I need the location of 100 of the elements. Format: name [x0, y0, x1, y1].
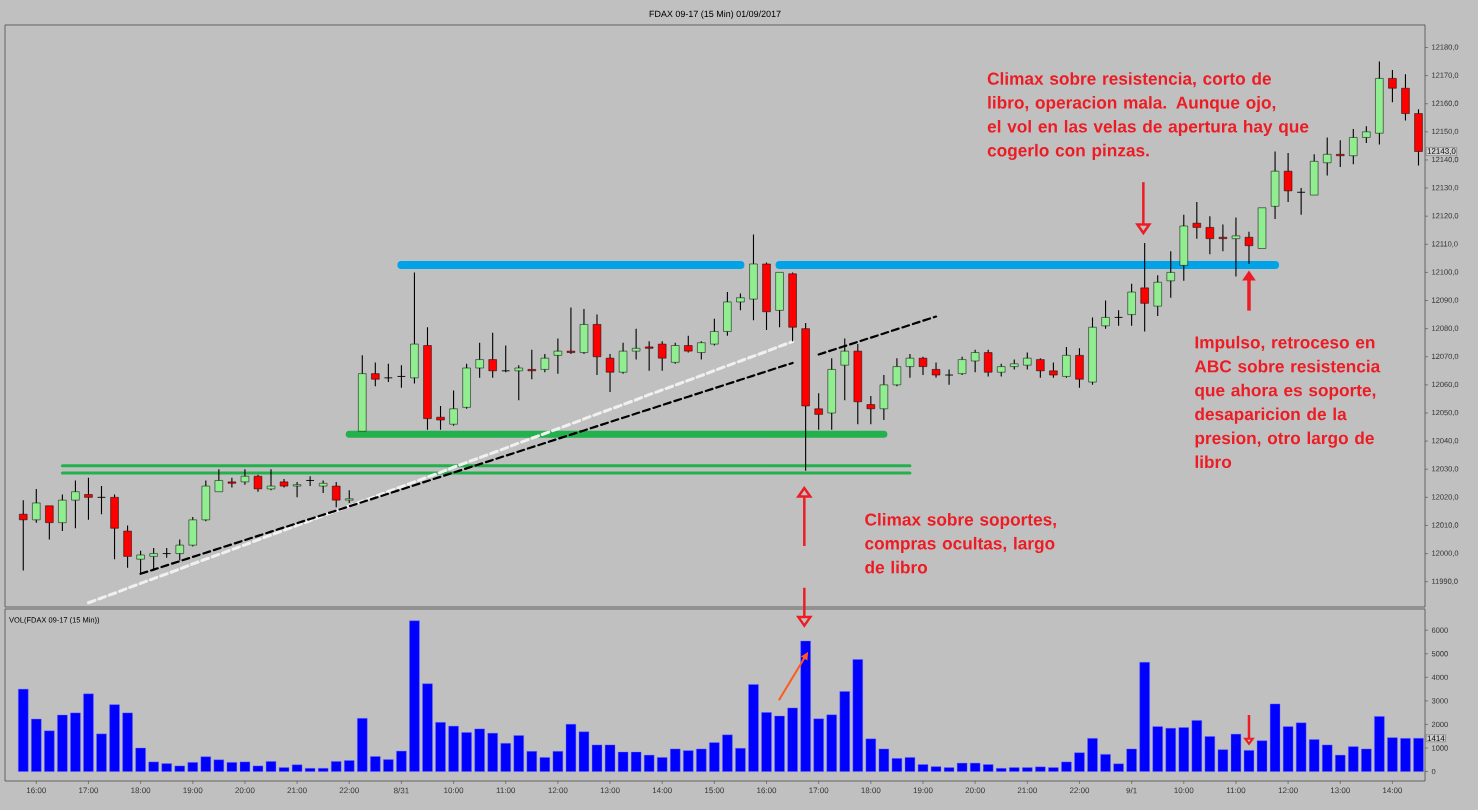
bar [1087, 738, 1098, 772]
bar [683, 750, 694, 772]
candlestick [879, 374, 889, 421]
bar [657, 757, 668, 772]
bar [122, 712, 133, 772]
bar [722, 734, 733, 772]
bar [735, 748, 746, 772]
bar [161, 763, 172, 772]
bar [370, 756, 381, 772]
bar [774, 715, 785, 772]
bar [1191, 720, 1202, 772]
candlestick [853, 343, 862, 425]
bar [1361, 748, 1372, 772]
bar [1413, 738, 1424, 772]
candlestick [1362, 125, 1371, 144]
bar [1165, 728, 1176, 772]
candlestick [1257, 207, 1267, 249]
bar [852, 659, 863, 772]
candlestick [1388, 69, 1397, 103]
candlestick [710, 318, 719, 345]
candlestick [1283, 152, 1293, 203]
candlestick [1140, 242, 1149, 332]
candlestick [488, 332, 497, 379]
candlestick [1101, 299, 1110, 330]
bar [448, 725, 459, 772]
candlestick [410, 271, 419, 385]
candlestick [1075, 347, 1084, 389]
annotation: Climax sobre resistencia, corto de libro, operacion mala. Aunque ojo, el vol en las velas de apertura hay que cogerlo con pinzas. [987, 72, 1309, 161]
candlestick [1375, 60, 1384, 146]
candlestick [749, 233, 758, 321]
bar [422, 683, 433, 772]
bar [57, 714, 68, 772]
candlestick [1401, 73, 1410, 122]
candlestick [266, 468, 276, 490]
bar [630, 751, 642, 772]
candlestick [19, 499, 28, 571]
bar [748, 684, 759, 772]
bar [344, 760, 355, 772]
candlestick [1231, 217, 1241, 278]
bar [1035, 766, 1046, 772]
bar [1178, 727, 1189, 772]
candlestick [723, 291, 732, 337]
candlestick [279, 478, 289, 487]
candlestick [436, 405, 445, 431]
candlestick [1127, 283, 1136, 327]
candlestick [332, 481, 341, 508]
bar [318, 768, 329, 772]
bar [109, 704, 120, 772]
bar [1335, 754, 1346, 772]
bar [383, 759, 394, 772]
bar [213, 759, 224, 772]
candlestick [1205, 215, 1215, 255]
bar [526, 751, 537, 772]
annotation: Climax sobre soportes, compras ocultas, largo de libro [865, 513, 1056, 574]
bar [552, 751, 564, 772]
candlestick [1088, 316, 1097, 386]
candlestick [384, 363, 393, 383]
candlestick [618, 342, 628, 373]
bar [983, 764, 994, 772]
bar [1009, 767, 1020, 772]
bar [539, 757, 550, 772]
bar [135, 747, 146, 772]
bar [357, 718, 368, 772]
candlestick [292, 481, 302, 498]
bar [70, 712, 81, 772]
bar [644, 754, 655, 772]
bar [839, 691, 850, 772]
candlestick [319, 479, 328, 494]
annotation: Impulso, retroceso en ABC sobre resistencia que ahora es soporte, desaparicion de la presion, otro largo de libro [1194, 335, 1381, 469]
candlestick [957, 356, 967, 374]
candlestick [605, 353, 615, 393]
candlestick [970, 349, 980, 373]
bar [304, 768, 316, 772]
bar [18, 688, 29, 772]
bar [1100, 754, 1111, 772]
candlestick [475, 342, 484, 379]
candlestick [827, 357, 836, 431]
candlestick [1244, 231, 1254, 265]
candlestick [905, 353, 915, 379]
bar [1139, 662, 1150, 772]
bar [513, 735, 524, 772]
bar [174, 765, 185, 772]
candlestick [788, 273, 797, 342]
candlestick [592, 314, 602, 376]
bar [487, 732, 498, 772]
bar [956, 762, 968, 772]
bar [761, 712, 772, 772]
bar [409, 620, 420, 772]
candlestick [684, 335, 693, 352]
chart-title: FDAX 09-17 (15 Min) 01/09/2017 [649, 10, 781, 19]
bar [696, 748, 707, 772]
bar [461, 732, 472, 772]
bar [1074, 752, 1085, 772]
candlestick [188, 516, 197, 546]
bar [1309, 739, 1320, 772]
bar [1126, 748, 1137, 772]
candlestick [1179, 214, 1188, 282]
candlestick [658, 340, 667, 372]
bar [1374, 716, 1385, 772]
candlestick [371, 361, 380, 387]
